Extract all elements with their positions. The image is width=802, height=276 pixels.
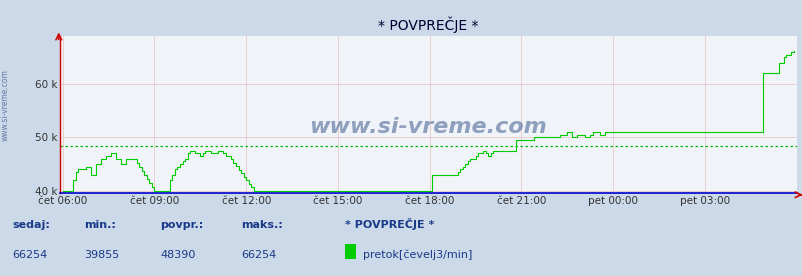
- Text: sedaj:: sedaj:: [12, 220, 50, 230]
- Text: povpr.:: povpr.:: [160, 220, 204, 230]
- Title: * POVPREČJE *: * POVPREČJE *: [378, 17, 478, 33]
- Text: 66254: 66254: [241, 250, 276, 260]
- Text: maks.:: maks.:: [241, 220, 282, 230]
- Text: pretok[čevelj3/min]: pretok[čevelj3/min]: [363, 250, 472, 260]
- Text: 39855: 39855: [84, 250, 119, 260]
- Text: www.si-vreme.com: www.si-vreme.com: [309, 117, 547, 137]
- Text: 48390: 48390: [160, 250, 196, 260]
- Text: * POVPREČJE *: * POVPREČJE *: [345, 218, 434, 230]
- Text: www.si-vreme.com: www.si-vreme.com: [1, 69, 10, 141]
- Text: 66254: 66254: [12, 250, 47, 260]
- Text: min.:: min.:: [84, 220, 116, 230]
